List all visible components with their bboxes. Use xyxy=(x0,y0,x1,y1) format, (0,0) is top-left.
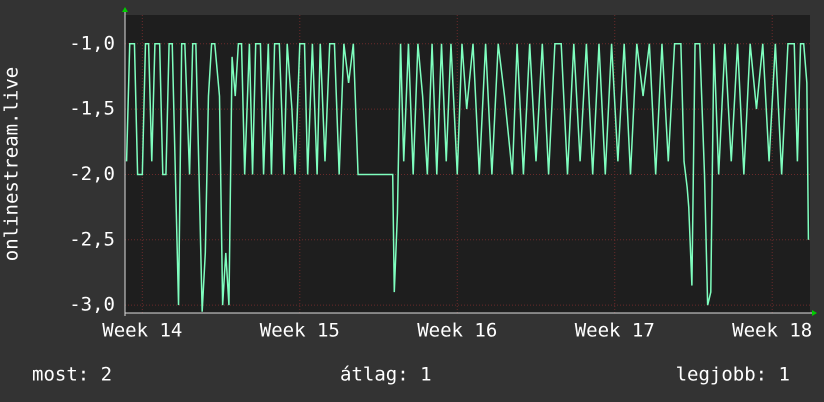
x-tick-label: Week 15 xyxy=(260,320,340,342)
plot-area xyxy=(125,15,810,313)
y-axis-label: onlinestream.live xyxy=(1,67,23,261)
x-tick-label: Week 14 xyxy=(102,320,182,342)
x-arrow xyxy=(812,310,817,316)
y-tick-label: -3,0 xyxy=(69,294,115,316)
footer-average: átlag: 1 xyxy=(340,364,432,386)
footer-best: legjobb: 1 xyxy=(676,364,790,386)
data-line xyxy=(125,43,810,312)
x-tick-label: Week 17 xyxy=(575,320,655,342)
y-tick-label: -1,0 xyxy=(69,32,115,54)
y-tick-label: -2,0 xyxy=(69,163,115,185)
y-arrow xyxy=(122,7,128,12)
x-tick-label: Week 18 xyxy=(732,320,812,342)
y-tick-label: -2,5 xyxy=(69,228,115,250)
y-tick-label: -1,5 xyxy=(69,98,115,120)
footer-now: most: 2 xyxy=(32,364,112,386)
x-tick-label: Week 16 xyxy=(417,320,497,342)
